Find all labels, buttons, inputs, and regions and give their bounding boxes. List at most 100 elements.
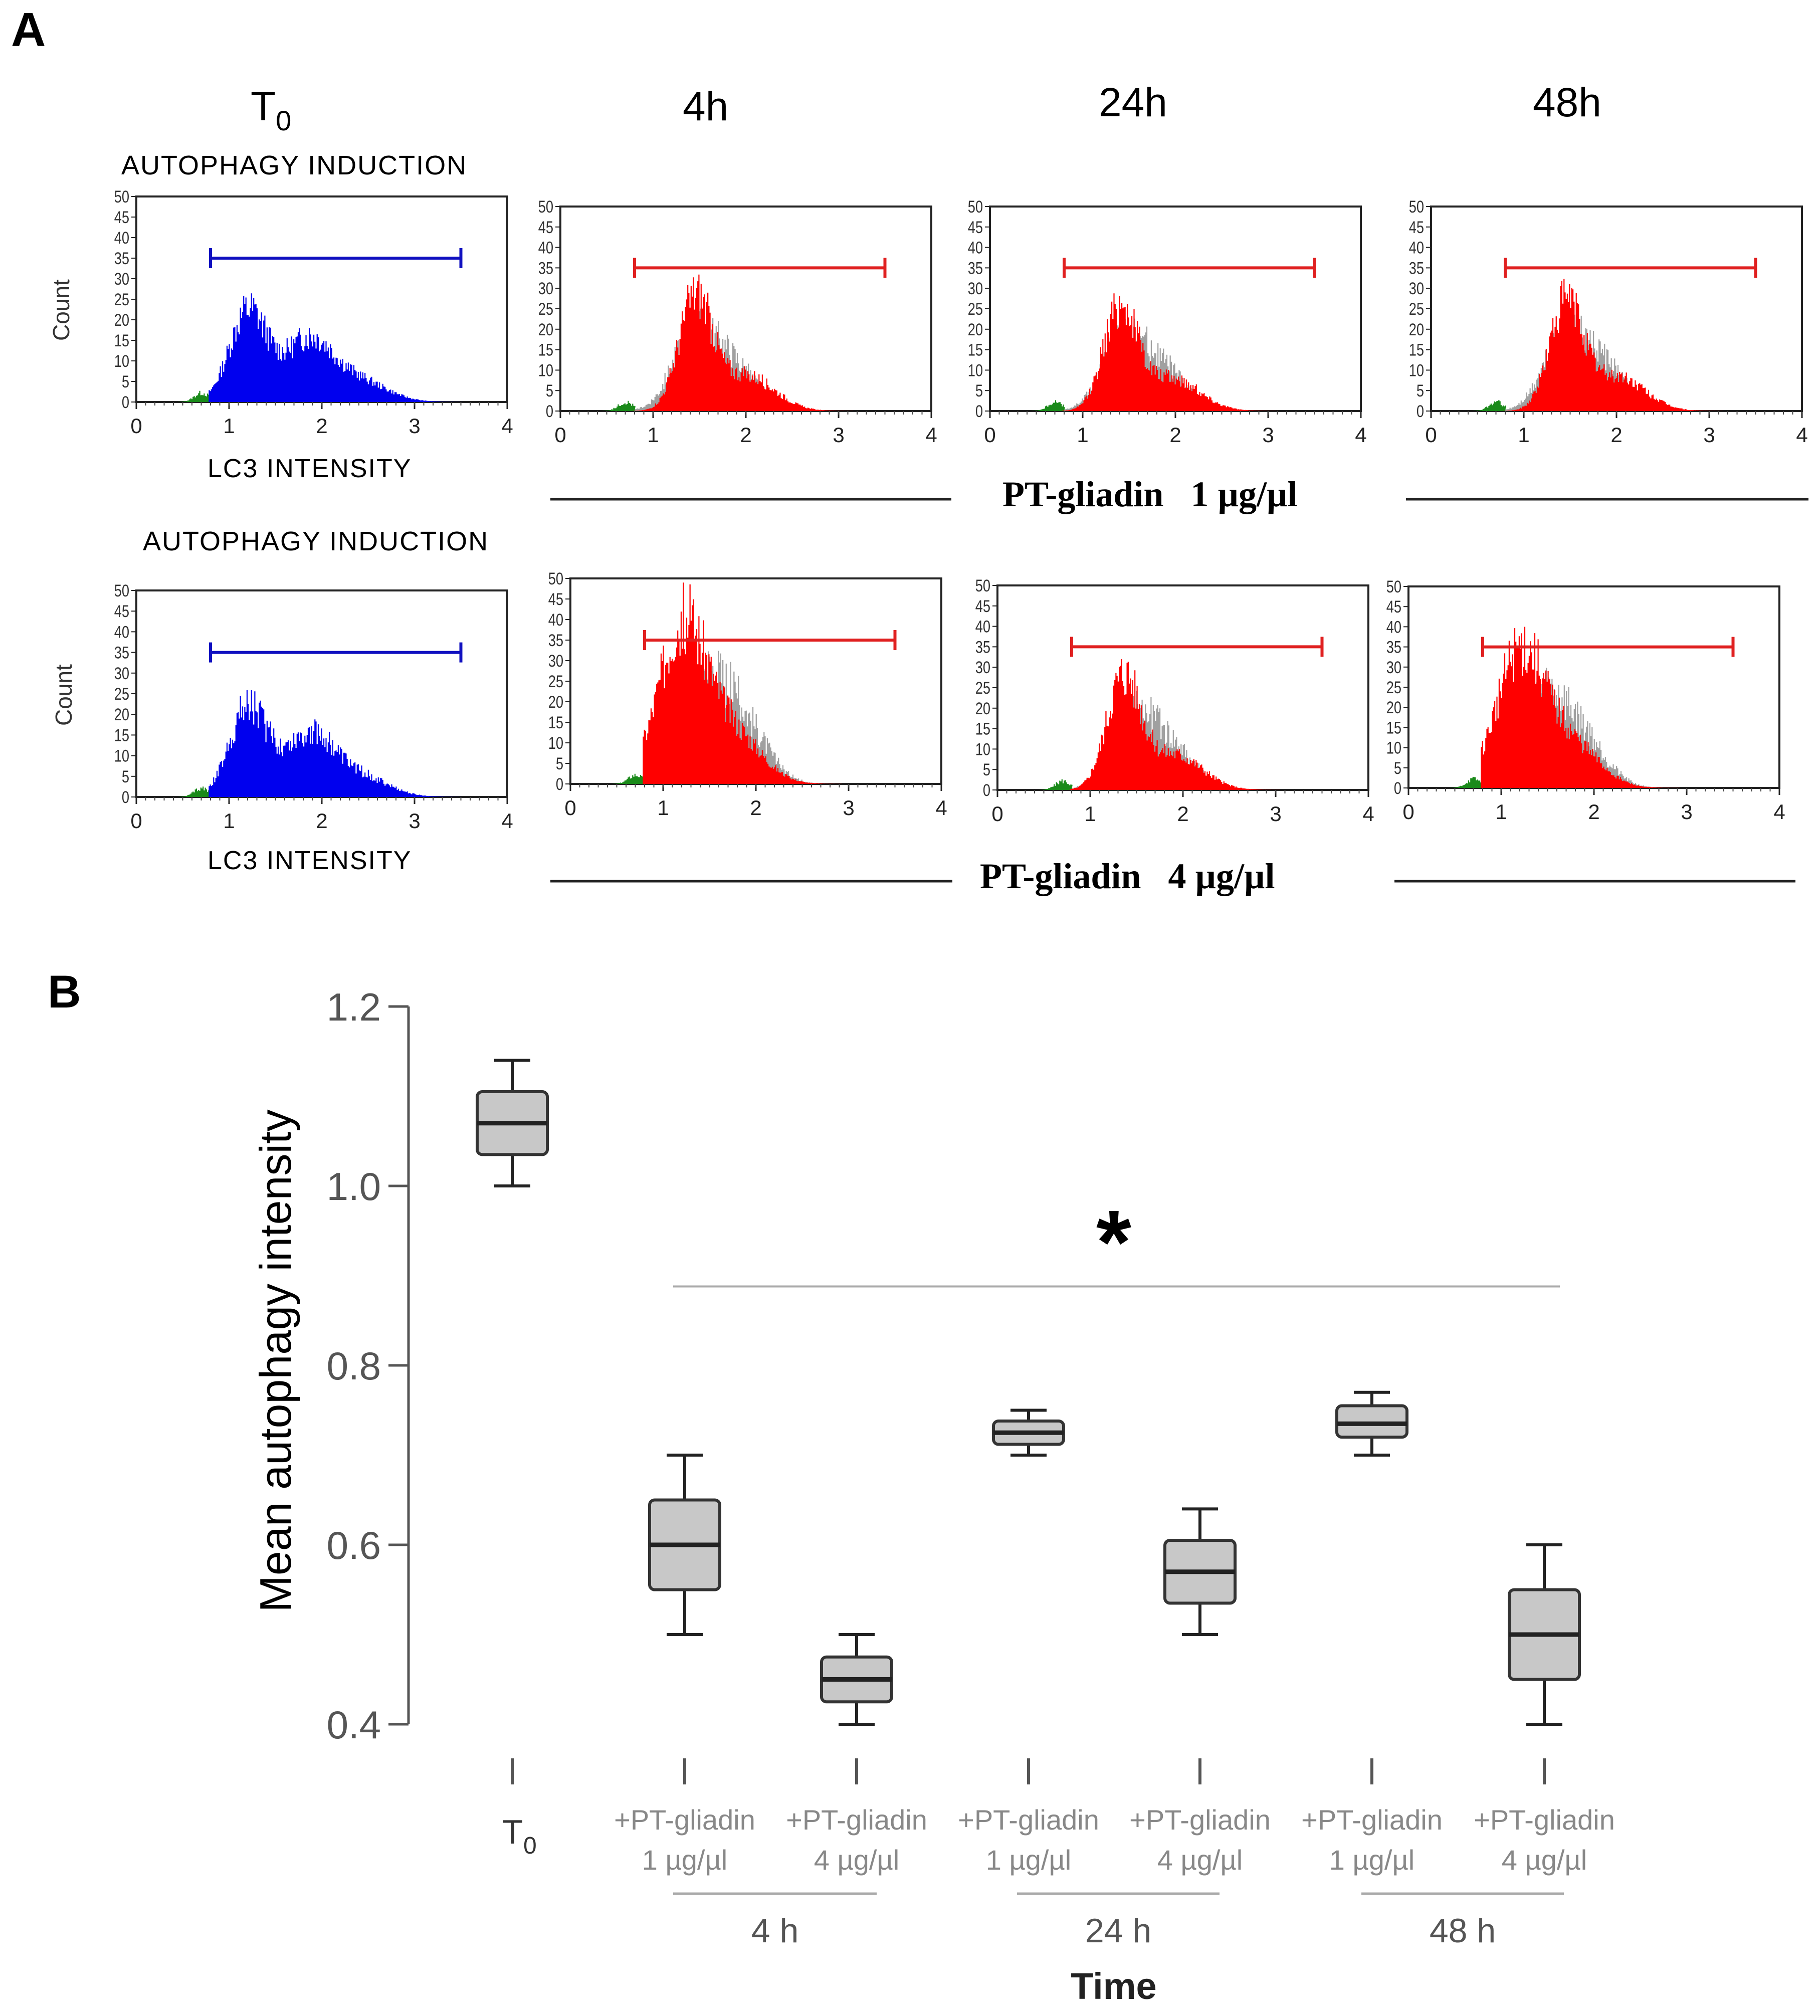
y-tick-label: 45 [968, 218, 983, 237]
box-4 [992, 1408, 1065, 1457]
x-tick-label: 1 [1077, 423, 1088, 447]
x-tick-label: 1 [223, 809, 235, 833]
x-tick-label: 4 [935, 796, 947, 820]
y-tick-label: 30 [114, 664, 129, 683]
y-tick-label: 0 [556, 774, 563, 794]
x-tick-label: 1 [1495, 800, 1507, 824]
category-label-line2: 1 µg/µl [642, 1844, 727, 1876]
box-plot: 0.4 0.6 0.8 1.0 1.2 T 0 +PT-gliadin 1 µg/µl +PT-g… [327, 985, 1615, 1950]
y-tick-label: 30 [548, 651, 563, 671]
treated-histogram [1062, 293, 1324, 411]
x-tick-label: 3 [409, 809, 420, 833]
x-tick-label: 2 [740, 423, 751, 447]
y-tick-label: 0 [975, 401, 983, 421]
panel-a: A T0 4h 24h 48h AUTOPHAGY INDUCTION LC3 … [11, 3, 1808, 896]
y-tick-label: 15 [114, 331, 129, 350]
y-tick-label: 35 [975, 637, 990, 657]
y-axis-label-row1: Count [48, 279, 74, 341]
y-tick-label: 5 [1394, 758, 1401, 778]
y-tick-label: 35 [114, 249, 129, 268]
group-label: 24 h [1085, 1912, 1151, 1950]
y-tick-label: 15 [114, 725, 129, 745]
box-7 [1508, 1543, 1581, 1726]
y-tick-label: 40 [114, 228, 129, 248]
y-tick-label: 15 [548, 713, 563, 732]
y-tick-label: 10 [1409, 360, 1424, 380]
y-tick-label: 25 [1386, 678, 1401, 697]
induction-label-row2: AUTOPHAGY INDUCTION [143, 526, 489, 556]
y-tick-label: 15 [538, 340, 553, 360]
y-tick-label: 35 [968, 258, 983, 278]
x-tick-label: 4 [1796, 423, 1807, 447]
y-tick-label: 20 [114, 310, 129, 330]
y-tick-label: 35 [114, 643, 129, 663]
treated-histogram [633, 274, 894, 411]
x-tick-label: 1 [657, 796, 669, 820]
y-tick-label: 10 [975, 739, 990, 759]
x-tick-label: 4 [1773, 800, 1785, 824]
category-label-line1: +PT-gliadin [786, 1804, 927, 1836]
x-tick-label: 2 [1610, 423, 1622, 447]
x-tick-label: 4 [501, 809, 513, 833]
category-label-line1: +PT-gliadin [1474, 1804, 1615, 1836]
low-intensity-histogram [1450, 776, 1484, 788]
y-tick-label: 30 [1409, 279, 1424, 298]
panel-a-label: A [11, 3, 46, 57]
y-tick-label: 30 [538, 279, 553, 298]
y-tick-label: 45 [538, 218, 553, 237]
box-y-tick-label: 1.0 [327, 1164, 381, 1208]
low-intensity-histogram [1032, 400, 1065, 411]
x-tick-label: 0 [564, 796, 576, 820]
y-tick-label: 40 [548, 610, 563, 630]
time-label-48h: 48h [1533, 80, 1601, 125]
y-tick-label: 5 [122, 767, 129, 786]
x-tick-label: 2 [1177, 802, 1188, 826]
x-tick-label: 3 [843, 796, 854, 820]
x-tick-label: 3 [1681, 800, 1692, 824]
y-tick-label: 40 [114, 622, 129, 642]
y-tick-label: 20 [968, 320, 983, 339]
y-tick-label: 30 [968, 279, 983, 298]
category-label-t0-subscript: 0 [523, 1833, 537, 1859]
y-tick-label: 30 [114, 269, 129, 289]
y-tick-label: 5 [983, 760, 990, 779]
y-tick-label: 35 [1409, 258, 1424, 278]
y-tick-label: 20 [548, 692, 563, 712]
category-label-line1: +PT-gliadin [614, 1804, 755, 1836]
category-label-line2: 4 µg/µl [1157, 1844, 1243, 1876]
y-tick-label: 45 [1409, 218, 1424, 237]
y-tick-label: 10 [114, 746, 129, 766]
y-tick-label: 10 [538, 360, 553, 380]
y-tick-label: 45 [1386, 597, 1401, 617]
group-label: 4 h [751, 1912, 799, 1950]
y-tick-label: 25 [538, 299, 553, 319]
treated-histogram [1481, 627, 1742, 788]
low-intensity-histogram [1039, 779, 1073, 790]
x-tick-label: 0 [130, 809, 142, 833]
y-tick-label: 45 [975, 596, 990, 616]
treated-histogram [1503, 279, 1765, 411]
y-tick-label: 35 [548, 631, 563, 650]
category-label-line2: 1 µg/µl [986, 1844, 1071, 1876]
x-tick-label: 4 [501, 414, 513, 438]
y-tick-label: 50 [114, 581, 129, 600]
x-axis-label-row2: LC3 INTENSITY [208, 846, 412, 875]
y-tick-label: 20 [538, 320, 553, 339]
y-tick-label: 50 [1409, 197, 1424, 217]
y-tick-label: 40 [968, 238, 983, 258]
x-tick-label: 0 [984, 423, 995, 447]
x-axis-label-row1: LC3 INTENSITY [208, 454, 412, 483]
y-tick-label: 0 [122, 787, 129, 807]
box-6 [1335, 1390, 1408, 1457]
y-tick-label: 45 [114, 208, 129, 227]
time-label-t0: T0 [251, 84, 291, 136]
x-tick-label: 2 [316, 414, 327, 438]
y-tick-label: 35 [1386, 638, 1401, 657]
y-tick-label: 15 [968, 340, 983, 360]
